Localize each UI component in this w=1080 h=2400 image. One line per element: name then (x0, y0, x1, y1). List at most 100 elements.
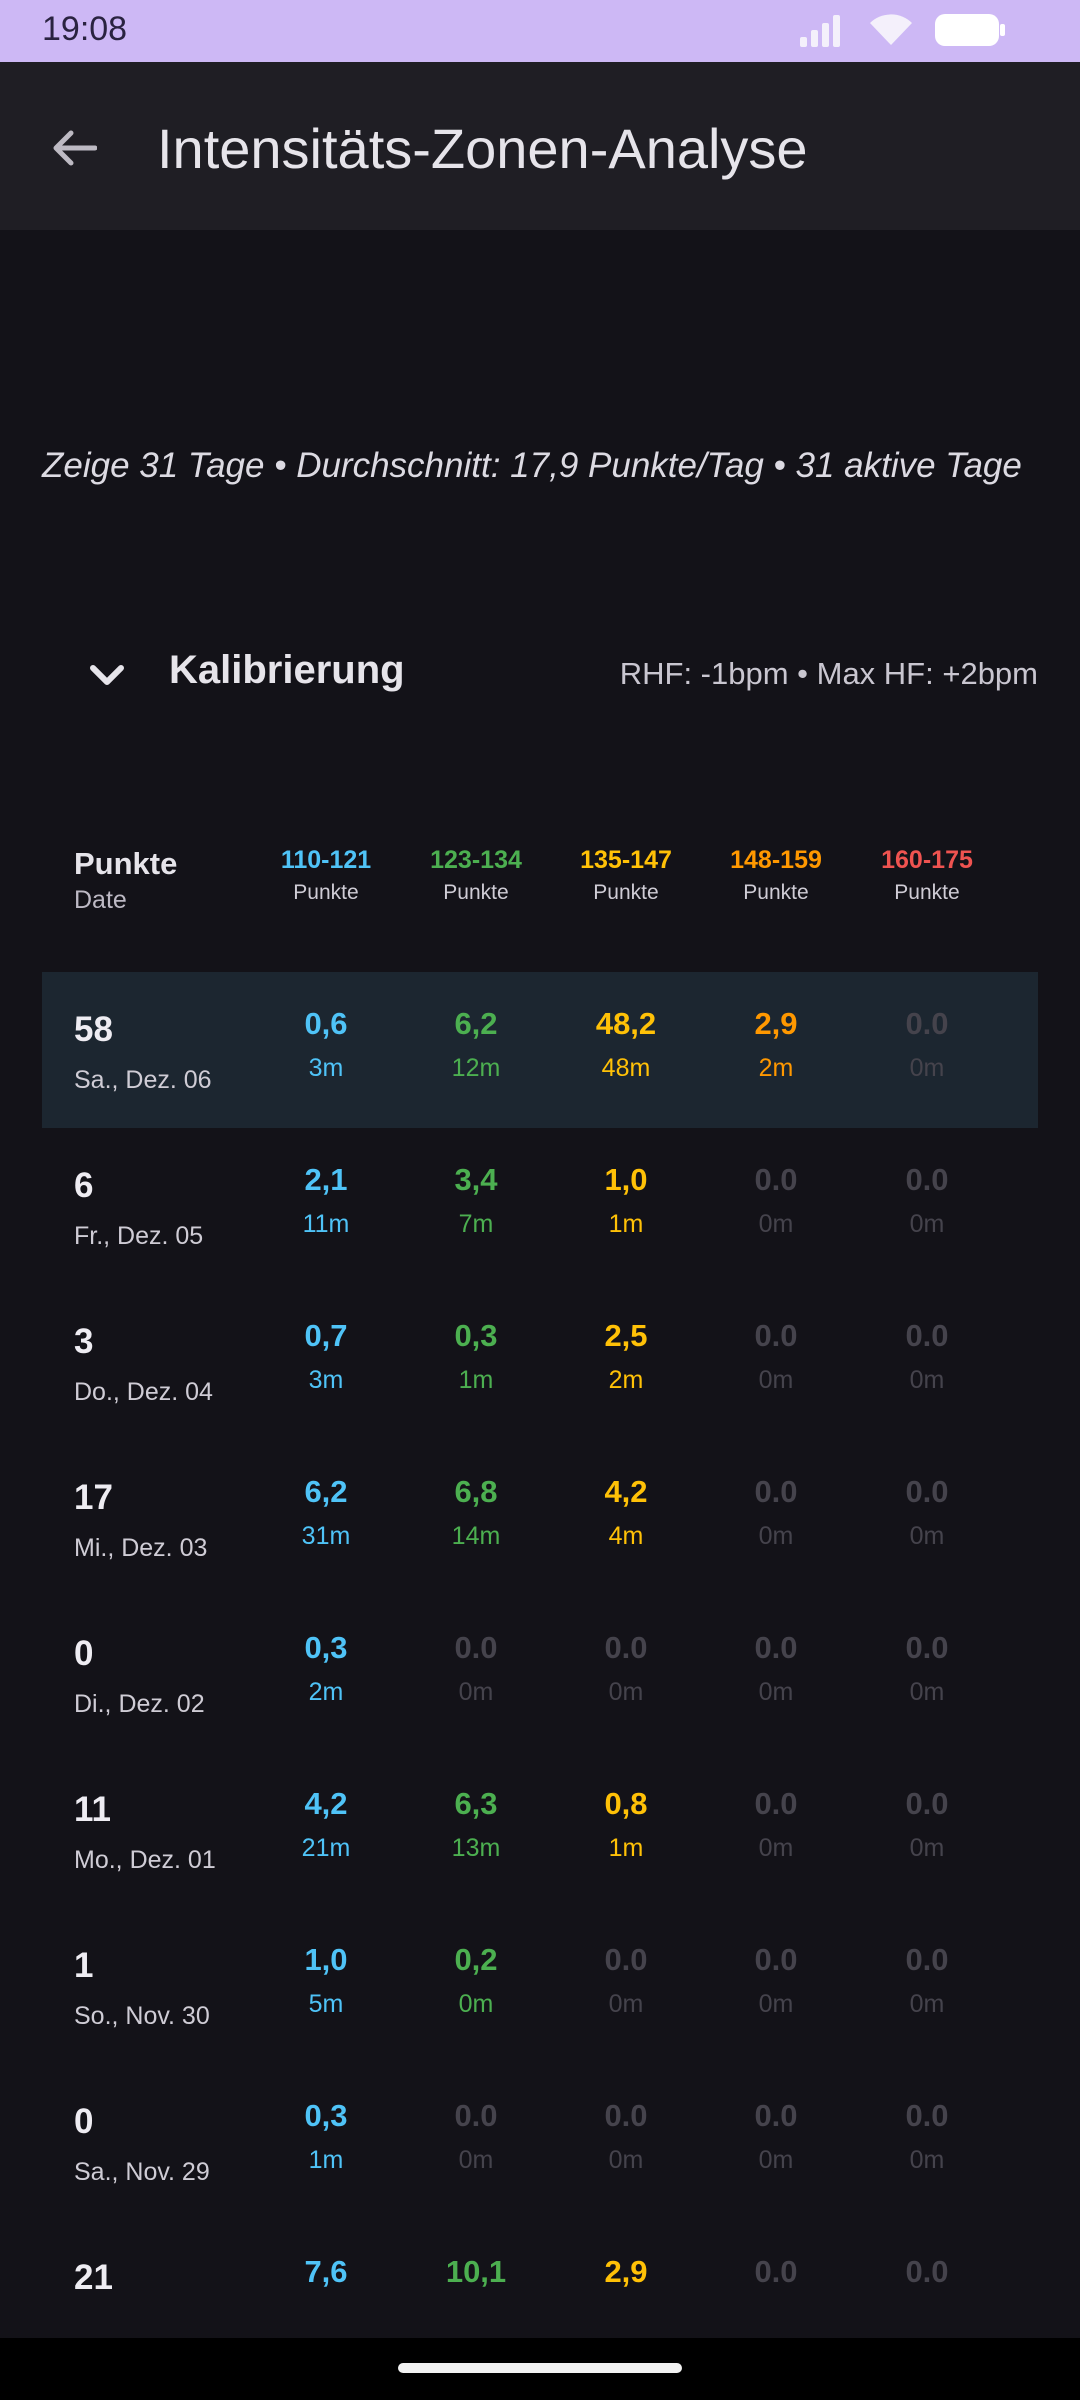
zone-minutes-value: 0m (909, 2146, 945, 2174)
zone-points-value: 0.0 (905, 1942, 949, 1977)
zone-minutes-value: 0m (458, 1990, 494, 2018)
zone-cell: 0.0 0m (852, 1318, 1002, 1395)
zone-cell: 1,0 1m (551, 1162, 701, 1239)
zone-points-value: 1,0 (304, 1942, 348, 1977)
zone-cell: 0.0 (852, 2254, 1002, 2302)
zone-cell: 0.0 0m (852, 2098, 1002, 2175)
row-date: Sa., Dez. 06 (74, 1066, 212, 1094)
zone-points-value: 0,8 (604, 1786, 648, 1821)
zone-cell: 1,0 5m (251, 1942, 401, 2019)
zone-cell: 0.0 0m (701, 1630, 851, 1707)
zone-cell: 0,8 1m (551, 1786, 701, 1863)
zone-range: 110-121 (280, 846, 372, 874)
zone-cell: 0,7 3m (251, 1318, 401, 1395)
zone-minutes-value: 0m (909, 1678, 945, 1706)
zone-minutes-value: 0m (758, 1366, 794, 1394)
zone-points-value: 0.0 (604, 2098, 648, 2133)
zone-column-header: 123-134 Punkte (401, 846, 551, 905)
row-total-points: 11 (74, 1790, 111, 1829)
zone-points-value: 0.0 (754, 1474, 798, 1509)
table-row[interactable]: 0 Di., Dez. 02 0,3 2m 0.0 0m 0.0 0m 0.0 0m 0.0 0m (42, 1596, 1038, 1752)
table-header: Punkte Date 110-121 Punkte 123-134 Punkte 13… (42, 836, 1038, 916)
zone-cell: 0.0 0m (852, 1786, 1002, 1863)
zone-cell: 2,9 2m (701, 1006, 851, 1083)
table-row[interactable]: 21 7,6 10,1 2,9 0.0 0.0 (42, 2220, 1038, 2376)
zone-minutes-value: 0m (909, 1522, 945, 1550)
table-row[interactable]: 3 Do., Dez. 04 0,7 3m 0,3 1m 2,5 2m 0.0 0m 0.0 0m (42, 1284, 1038, 1440)
zone-points-value: 0.0 (905, 2098, 949, 2133)
zone-minutes-value: 0m (758, 2146, 794, 2174)
zone-cell: 10,1 (401, 2254, 551, 2302)
zone-points-value: 2,1 (304, 1162, 348, 1197)
row-total-points: 6 (74, 1166, 94, 1205)
zone-cell: 0.0 0m (551, 1630, 701, 1707)
zone-points-value: 10,1 (445, 2254, 507, 2289)
row-total-points: 58 (74, 1010, 113, 1049)
row-total-points: 0 (74, 1634, 94, 1673)
zone-cell: 0,2 0m (401, 1942, 551, 2019)
zone-points-value: 0,7 (304, 1318, 348, 1353)
zone-cell: 0.0 (701, 2254, 851, 2302)
zone-column-header: 160-175 Punkte (852, 846, 1002, 905)
row-date: Di., Dez. 02 (74, 1690, 205, 1718)
zone-cell: 2,1 11m (251, 1162, 401, 1239)
zone-unit: Punkte (743, 881, 809, 904)
zone-cell: 0.0 0m (551, 1942, 701, 2019)
zone-points-value: 0.0 (754, 2098, 798, 2133)
zone-minutes-value: 2m (608, 1366, 644, 1394)
table-row[interactable]: 11 Mo., Dez. 01 4,2 21m 6,3 13m 0,8 1m 0.0 0m 0.0 0… (42, 1752, 1038, 1908)
status-icons (800, 12, 1006, 52)
row-total-points: 17 (74, 1478, 113, 1517)
table-row[interactable]: 1 So., Nov. 30 1,0 5m 0,2 0m 0.0 0m 0.0 0m 0.0 0m (42, 1908, 1038, 2064)
zone-cell: 0.0 0m (852, 1630, 1002, 1707)
row-date: Sa., Nov. 29 (74, 2158, 210, 2186)
zone-points-value: 0.0 (905, 1474, 949, 1509)
zone-minutes-value: 0m (758, 1834, 794, 1862)
zone-minutes-value: 2m (308, 1678, 344, 1706)
table-row[interactable]: 6 Fr., Dez. 05 2,1 11m 3,4 7m 1,0 1m 0.0 0m 0.0 0m (42, 1128, 1038, 1284)
row-date: Do., Dez. 04 (74, 1378, 213, 1406)
zone-points-value: 0.0 (905, 2254, 949, 2289)
zone-points-value: 4,2 (304, 1786, 348, 1821)
zone-minutes-value: 0m (758, 1990, 794, 2018)
zone-minutes-value: 1m (308, 2146, 344, 2174)
row-total-points: 0 (74, 2102, 94, 2141)
zone-points-value: 2,9 (754, 1006, 798, 1041)
chevron-down-icon[interactable] (82, 650, 132, 700)
battery-icon (934, 12, 1006, 53)
zone-points-value: 0.0 (905, 1786, 949, 1821)
zone-cell: 0.0 0m (401, 1630, 551, 1707)
back-button[interactable] (38, 114, 110, 186)
zone-points-value: 0.0 (754, 1318, 798, 1353)
calibration-header[interactable]: Kalibrierung RHF: -1bpm • Max HF: +2bpm (42, 628, 1038, 720)
row-date: Fr., Dez. 05 (74, 1222, 204, 1250)
zone-minutes-value: 0m (608, 1990, 644, 2018)
zone-cell: 0.0 0m (852, 1006, 1002, 1083)
zone-cell: 0.0 0m (701, 1474, 851, 1551)
app-bar: Intensitäts-Zonen-Analyse (0, 62, 1080, 230)
zone-unit: Punkte (293, 881, 359, 904)
zone-minutes-value: 48m (601, 1054, 651, 1082)
zone-minutes-value: 14m (451, 1522, 501, 1550)
table-row[interactable]: 17 Mi., Dez. 03 6,2 31m 6,8 14m 4,2 4m 0.0 0m 0.0 0… (42, 1440, 1038, 1596)
table-row[interactable]: 58 Sa., Dez. 06 0,6 3m 6,2 12m 48,2 48m 2,9 2m 0.0… (42, 972, 1038, 1128)
zone-minutes-value: 0m (909, 1210, 945, 1238)
zone-points-value: 2,9 (604, 2254, 648, 2289)
zone-minutes-value: 0m (608, 2146, 644, 2174)
zone-points-value: 48,2 (595, 1006, 657, 1041)
zone-cell: 0.0 0m (701, 1786, 851, 1863)
zone-cell: 0,3 2m (251, 1630, 401, 1707)
zone-range: 135-147 (580, 846, 672, 874)
zone-points-value: 0.0 (905, 1006, 949, 1041)
zone-minutes-value: 0m (608, 1678, 644, 1706)
zone-cell: 0.0 0m (701, 1162, 851, 1239)
home-indicator[interactable] (398, 2363, 682, 2373)
table-row[interactable]: 0 Sa., Nov. 29 0,3 1m 0.0 0m 0.0 0m 0.0 0m 0.0 0m (42, 2064, 1038, 2220)
zone-points-value: 0.0 (454, 1630, 498, 1665)
zone-points-value: 0.0 (454, 2098, 498, 2133)
zone-cell: 4,2 21m (251, 1786, 401, 1863)
zone-column-header: 148-159 Punkte (701, 846, 851, 905)
zone-unit: Punkte (443, 881, 509, 904)
wifi-icon (868, 13, 914, 52)
zone-points-value: 4,2 (604, 1474, 648, 1509)
